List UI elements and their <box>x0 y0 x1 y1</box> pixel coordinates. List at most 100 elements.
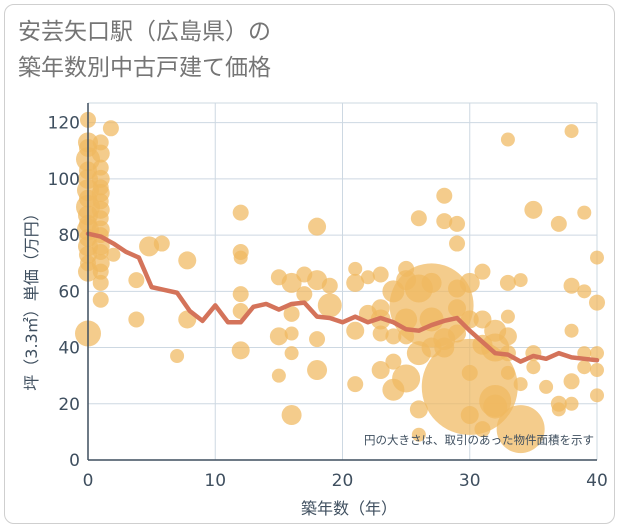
data-bubble <box>371 361 390 380</box>
data-bubble <box>102 120 119 137</box>
data-bubble <box>271 368 286 383</box>
data-bubble <box>500 309 515 324</box>
average-line-series <box>85 231 600 364</box>
size-note: 円の大きさは、取引のあった物件面積を示す <box>364 433 594 447</box>
data-bubble <box>128 311 145 328</box>
data-bubble <box>347 376 364 393</box>
data-bubble <box>321 277 338 294</box>
data-bubble <box>170 348 185 363</box>
data-bubble <box>153 235 170 252</box>
data-bubble <box>92 263 109 280</box>
y-tick-label: 60 <box>58 282 80 302</box>
data-bubble <box>296 286 313 303</box>
data-bubble <box>590 250 604 265</box>
data-bubble <box>106 247 121 262</box>
data-bubble <box>577 284 592 299</box>
data-bubble <box>308 217 327 236</box>
data-bubble <box>233 250 248 265</box>
data-bubble <box>500 365 515 380</box>
data-bubble <box>91 144 110 163</box>
data-bubble <box>563 373 580 390</box>
data-bubble <box>281 272 302 293</box>
data-bubble <box>372 266 389 283</box>
data-bubble <box>551 402 566 417</box>
bubble-series <box>75 111 605 454</box>
data-bubble <box>474 263 491 280</box>
data-bubble <box>524 200 543 219</box>
data-bubble <box>449 235 466 252</box>
data-bubble <box>231 341 250 360</box>
x-tick-label: 20 <box>332 471 354 491</box>
x-tick-label: 30 <box>459 471 481 491</box>
data-bubble <box>346 321 365 340</box>
data-bubble <box>436 187 453 204</box>
data-bubble <box>564 323 579 338</box>
data-bubble <box>128 272 145 289</box>
data-bubble <box>436 213 453 230</box>
data-bubble <box>307 360 328 381</box>
y-tick-label: 100 <box>48 170 80 190</box>
data-bubble <box>590 346 604 361</box>
data-bubble <box>577 360 592 375</box>
data-bubble <box>513 273 528 288</box>
data-bubble <box>577 205 592 220</box>
data-bubble <box>284 346 299 361</box>
data-bubble <box>139 236 160 257</box>
data-bubble <box>590 363 604 378</box>
axes <box>87 103 597 461</box>
data-bubble <box>498 327 517 346</box>
data-bubble <box>539 379 554 394</box>
data-bubble <box>360 270 375 285</box>
data-bubble <box>513 377 528 392</box>
data-bubble <box>459 272 480 293</box>
data-bubble <box>410 210 427 227</box>
y-tick-label: 20 <box>58 395 80 415</box>
data-bubble <box>448 299 467 318</box>
data-bubble <box>309 331 326 348</box>
data-bubble <box>284 326 299 341</box>
data-bubble <box>448 324 467 343</box>
average-price-line <box>85 231 600 364</box>
chart-title: 安芸矢口駅（広島県）の 築年数別中古戸建て価格 <box>18 19 271 81</box>
tick-labels: 0 20 40 60 80 100 120 0 10 20 30 40 <box>48 114 608 491</box>
data-bubble <box>421 272 442 293</box>
data-bubble <box>499 274 516 291</box>
y-tick-label: 40 <box>58 339 80 359</box>
data-bubble <box>372 325 389 342</box>
data-bubble <box>563 277 580 294</box>
data-bubble <box>460 406 479 425</box>
data-bubble <box>590 388 604 403</box>
data-bubble <box>483 394 508 419</box>
y-tick-label: 120 <box>48 114 80 134</box>
data-bubble <box>449 215 466 232</box>
data-bubble <box>550 215 567 232</box>
data-bubble <box>269 327 288 346</box>
data-bubble <box>385 328 402 345</box>
data-bubble <box>92 291 109 308</box>
data-bubble <box>178 251 197 270</box>
x-tick-label: 10 <box>204 471 226 491</box>
data-bubble <box>281 405 302 426</box>
data-bubble <box>411 427 426 442</box>
x-axis-label: 築年数（年） <box>301 499 397 518</box>
y-tick-label: 80 <box>58 226 80 246</box>
x-tick-label: 40 <box>586 471 608 491</box>
data-bubble <box>385 353 402 370</box>
data-bubble <box>474 421 491 438</box>
data-bubble <box>500 132 515 147</box>
data-bubble <box>317 293 342 318</box>
data-bubble <box>92 274 109 291</box>
data-bubble <box>346 273 365 292</box>
data-bubble <box>496 405 545 454</box>
data-bubble <box>348 261 363 276</box>
data-bubble <box>526 360 541 375</box>
data-bubble <box>232 286 249 303</box>
data-bubble <box>409 400 428 419</box>
x-tick-label: 0 <box>83 471 94 491</box>
data-bubble <box>232 204 249 221</box>
data-bubble <box>564 396 579 411</box>
data-bubble <box>589 294 605 311</box>
data-bubble <box>283 305 300 322</box>
y-tick-label: 0 <box>69 451 80 471</box>
